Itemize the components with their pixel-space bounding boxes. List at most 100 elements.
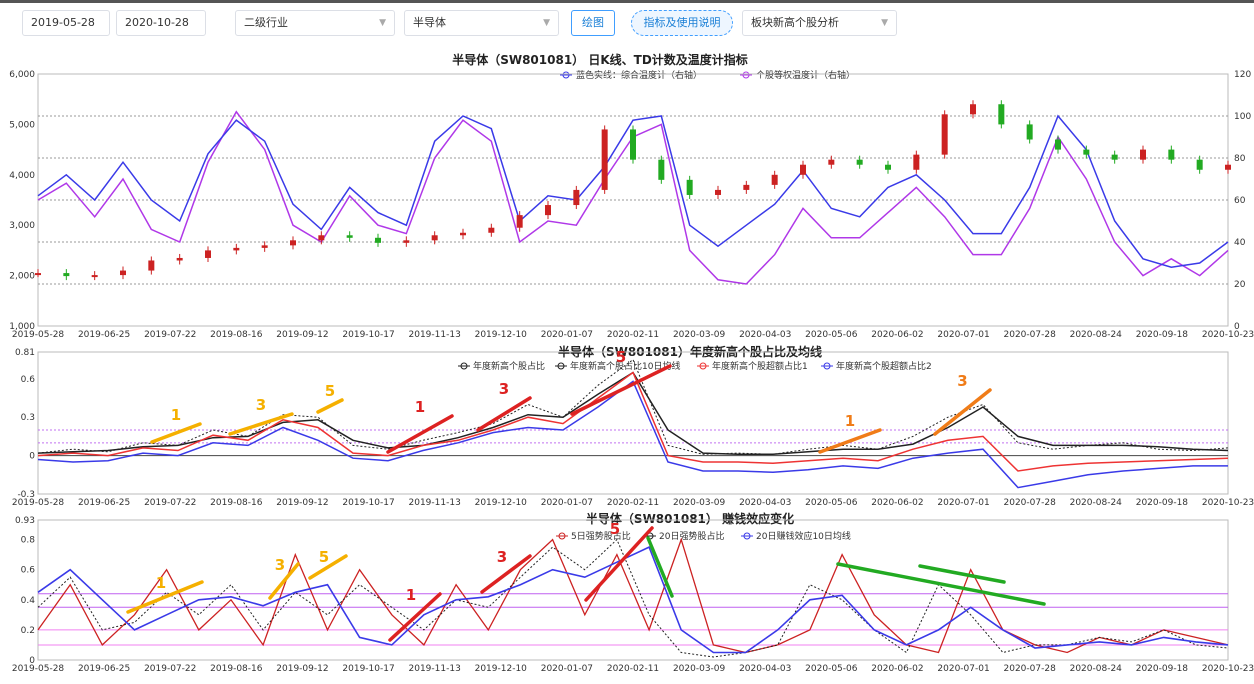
x-tick-label: 2020-06-02 [871, 664, 923, 674]
trend-annotation-label: 3 [256, 396, 266, 414]
y-right-tick-label: 120 [1234, 70, 1251, 80]
x-tick-label: 2020-07-01 [937, 664, 989, 674]
x-tick-label: 2020-05-06 [805, 330, 858, 340]
trend-annotation-label: 3 [497, 548, 507, 566]
chart-2-series [37, 358, 1229, 489]
chart-1-x-axis: 2019-05-28 2019-06-25 2019-07-22 2019-08-16… [12, 330, 1254, 340]
trend-annotation-line [646, 536, 674, 598]
x-tick-label: 2020-08-24 [1070, 330, 1123, 340]
guide-button[interactable]: 指标及使用说明 [631, 10, 733, 36]
x-tick-label: 2020-04-03 [739, 330, 791, 340]
x-tick-label: 2019-12-10 [475, 330, 528, 340]
chevron-down-icon: ▼ [379, 18, 386, 28]
y-tick-label: 1,000 [9, 322, 35, 332]
candle-body [856, 159, 863, 165]
y-right-tick-label: 0 [1234, 322, 1240, 332]
trend-annotation-line [476, 396, 532, 432]
candle-body [176, 257, 183, 261]
x-tick-label: 2020-02-11 [607, 664, 659, 674]
trend-annotation-line [308, 554, 348, 580]
candle-body [1196, 159, 1203, 170]
legend-dot [557, 362, 565, 370]
industry-level-select[interactable]: 二级行业 ▼ [235, 10, 395, 36]
candle-body [261, 245, 268, 248]
y-right-tick-label: 40 [1234, 238, 1246, 248]
trend-annotation-label: 1 [845, 412, 855, 430]
x-tick-label: 2020-07-28 [1004, 498, 1057, 508]
draw-button[interactable]: 绘图 [571, 10, 615, 36]
analysis-select[interactable]: 板块新高个股分析 ▼ [742, 10, 897, 36]
x-tick-label: 2020-05-06 [805, 664, 858, 674]
chart-2-y-axis: -0.3 0 0.3 0.6 0.81 [15, 348, 35, 500]
chart-3-series [37, 537, 1229, 658]
chart-3-annotations: 1 3 5 1 3 5 [126, 520, 1046, 642]
chart-3-x-axis: 2019-05-28 2019-06-25 2019-07-22 2019-08-16… [12, 664, 1254, 674]
trend-annotation-line [126, 580, 204, 614]
x-tick-label: 2019-10-17 [342, 664, 394, 674]
x-tick-label: 2019-08-16 [210, 330, 263, 340]
chart-1-y-axis: 1,000 2,000 3,000 4,000 5,000 6,000 [9, 70, 35, 332]
chart-3-frame [37, 519, 1229, 661]
chart-2-legend: 年度新高个股占比 年度新高个股占比10日均线 年度新高个股超额占比1 年度新高个股超额… [458, 360, 932, 372]
sector-value: 半导体 [413, 16, 446, 29]
x-tick-label: 2020-04-03 [739, 664, 791, 674]
candle-body [828, 159, 835, 165]
candle-body [91, 275, 98, 278]
x-tick-label: 2020-07-28 [1004, 330, 1057, 340]
start-date-value: 2019-05-28 [31, 16, 95, 29]
candle-body [233, 247, 240, 251]
x-tick-label: 2020-01-07 [541, 664, 593, 674]
legend-label: 5日强势股占比 [571, 530, 631, 542]
y-tick-label: 6,000 [9, 70, 35, 80]
start-date-input[interactable]: 2019-05-28 [22, 10, 110, 36]
chevron-down-icon: ▼ [881, 18, 888, 28]
candle-body [1140, 149, 1146, 160]
trend-annotation-label: 5 [610, 520, 620, 538]
chart-1-grid [37, 73, 1229, 327]
y-tick-label: 0 [29, 656, 35, 666]
candle-body [290, 240, 296, 246]
trend-annotation-line [818, 428, 882, 454]
trend-annotation-line [150, 422, 202, 444]
candle-body [800, 164, 806, 175]
x-tick-label: 2020-07-01 [937, 330, 989, 340]
x-tick-label: 2020-09-18 [1136, 330, 1189, 340]
chart-2-grid [37, 351, 1229, 495]
x-tick-label: 2020-03-09 [673, 664, 726, 674]
x-tick-label: 2019-11-13 [409, 498, 461, 508]
sector-select[interactable]: 半导体 ▼ [404, 10, 559, 36]
end-date-input[interactable]: 2020-10-28 [116, 10, 206, 36]
x-tick-label: 2019-08-16 [210, 664, 263, 674]
chart-new-high-ratio: 半导体（SW801081）年度新高个股占比及均线 年度新高个股占比 年度新高个股占… [12, 344, 1254, 508]
candle-body [771, 174, 778, 185]
chart-3-title: 半导体（SW801081） 赚钱效应变化 [586, 511, 794, 526]
y-tick-label: 0 [29, 452, 35, 462]
y-right-tick-label: 80 [1234, 154, 1246, 164]
analysis-value: 板块新高个股分析 [751, 16, 839, 29]
chart-1-frame [37, 73, 1229, 327]
trend-annotation-line [386, 414, 454, 454]
legend-dot [823, 362, 831, 370]
chart-1-series [35, 100, 1231, 285]
legend-1-blue-dot [562, 71, 570, 79]
candle-body [885, 164, 891, 170]
x-tick-label: 2019-05-28 [12, 498, 65, 508]
candle-body [120, 270, 126, 276]
candle-body [375, 237, 381, 243]
trend-annotation-label: 5 [325, 382, 335, 400]
candle-body [1168, 149, 1175, 160]
y-tick-label: 0.4 [21, 596, 36, 606]
candle-body [658, 159, 665, 180]
series-composite-thermometer [37, 114, 1229, 268]
x-tick-label: 2019-06-25 [78, 498, 130, 508]
x-tick-label: 2020-10-23 [1202, 330, 1254, 340]
trend-annotation-label: 5 [616, 348, 626, 366]
series-excess-ratio-2 [37, 380, 1228, 489]
x-tick-label: 2019-09-12 [276, 664, 328, 674]
series-5d-strong-ratio [37, 537, 1229, 654]
chart-3-legend: 5日强势股占比 20日强势股占比 20日赚钱效应10日均线 [556, 530, 851, 542]
candle-body [1111, 154, 1118, 160]
x-tick-label: 2020-07-28 [1004, 664, 1057, 674]
series-20d-profit-ma10 [37, 546, 1229, 654]
